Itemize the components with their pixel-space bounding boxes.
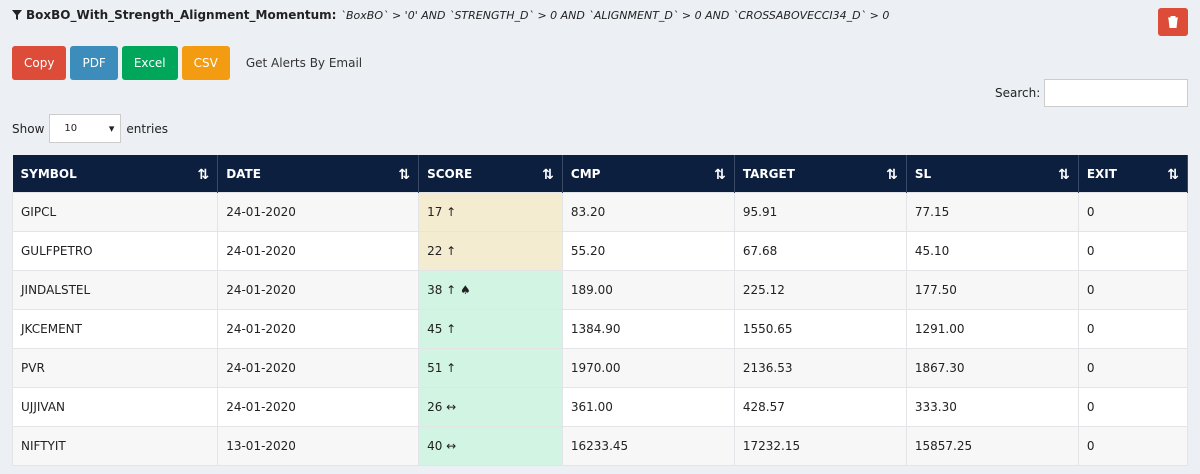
table-cell: 40 ↔ [418, 426, 563, 466]
table-cell: 24-01-2020 [217, 387, 420, 427]
table-cell: 24-01-2020 [217, 192, 420, 232]
table-cell: 24-01-2020 [217, 309, 420, 349]
table-cell: 45 ↑ [418, 309, 563, 349]
table-cell: 0 [1077, 426, 1189, 466]
export-button[interactable]: CSV [181, 46, 230, 80]
column-header[interactable]: CMP [562, 155, 735, 193]
report-query: `BoxBO` > '0' AND `STRENGTH_D` > 0 AND `… [340, 8, 890, 22]
table-cell: 1550.65 [733, 309, 907, 349]
table-row: GIPCL 24-01-2020 17 ↑ 83.20 95.91 77.15 0 [11, 192, 1189, 232]
column-header[interactable]: SYMBOL [12, 155, 219, 193]
table-cell: 22 ↑ [418, 231, 563, 271]
column-header[interactable]: EXIT [1078, 155, 1189, 193]
table-cell: 0 [1077, 192, 1189, 232]
table-cell: JKCEMENT [11, 309, 219, 349]
table-cell: NIFTYIT [11, 426, 219, 466]
table-cell: 24-01-2020 [217, 231, 420, 271]
table-row: JINDALSTEL 24-01-2020 38 ↑ ♠ 189.00 225.12 17… [11, 270, 1189, 310]
export-buttons: Copy PDF Excel CSV Get Alerts By Email [12, 46, 375, 80]
table-cell: GULFPETRO [11, 231, 219, 271]
table-cell: 189.00 [561, 270, 735, 310]
column-header[interactable]: SCORE [418, 155, 563, 193]
table-cell: 26 ↔ [418, 387, 563, 427]
table-cell: 1867.30 [905, 348, 1079, 388]
table-cell: 0 [1077, 387, 1189, 427]
table-cell: 2136.53 [733, 348, 907, 388]
table-cell: 17 ↑ [418, 192, 563, 232]
table-cell: 1291.00 [905, 309, 1079, 349]
table-cell: 15857.25 [905, 426, 1079, 466]
table-cell: 0 [1077, 270, 1189, 310]
delete-button[interactable] [1158, 8, 1188, 36]
table-cell: 225.12 [733, 270, 907, 310]
column-header[interactable]: SL [906, 155, 1079, 193]
table-cell: 177.50 [905, 270, 1079, 310]
table-cell: 83.20 [561, 192, 735, 232]
entries-label: entries [126, 121, 168, 136]
table-cell: 17232.15 [733, 426, 907, 466]
report-header: BoxBO_With_Strength_Alignment_Momentum: … [12, 8, 889, 22]
table-cell: 45.10 [905, 231, 1079, 271]
table-cell: 55.20 [561, 231, 735, 271]
column-header[interactable]: TARGET [734, 155, 907, 193]
export-button[interactable]: PDF [70, 46, 118, 80]
table-cell: 1384.90 [561, 309, 735, 349]
table-cell: PVR [11, 348, 219, 388]
export-button[interactable]: Excel [121, 46, 178, 80]
table-cell: 67.68 [733, 231, 907, 271]
column-header[interactable]: DATE [217, 155, 420, 193]
table-row: PVR 24-01-2020 51 ↑ 1970.00 2136.53 1867.30 0 [11, 348, 1189, 388]
table-cell: 51 ↑ [418, 348, 563, 388]
table-cell: GIPCL [11, 192, 219, 232]
data-table: SYMBOLDATESCORECMPTARGETSLEXITGIPCL24-01… [11, 155, 1189, 466]
table-cell: 38 ↑ ♠ [418, 270, 563, 310]
table-cell: JINDALSTEL [11, 270, 219, 310]
table-cell: 0 [1077, 309, 1189, 349]
search-label: Search: [995, 86, 1041, 100]
table-cell: 428.57 [733, 387, 907, 427]
table-row: NIFTYIT 13-01-2020 40 ↔ 16233.45 17232.15 158… [11, 426, 1189, 466]
length-select[interactable]: 10 [49, 114, 122, 143]
length-control: Show 10 entries [12, 114, 168, 143]
table-row: UJJIVAN 24-01-2020 26 ↔ 361.00 428.57 333.30 0 [11, 387, 1189, 427]
table-cell: 24-01-2020 [217, 348, 420, 388]
table-row: GULFPETRO 24-01-2020 22 ↑ 55.20 67.68 45.10 0 [11, 231, 1189, 271]
table-cell: 13-01-2020 [217, 426, 420, 466]
table-cell: 333.30 [905, 387, 1079, 427]
table-cell: 77.15 [905, 192, 1079, 232]
table-cell: 0 [1077, 348, 1189, 388]
table-cell: 16233.45 [561, 426, 735, 466]
export-button[interactable]: Get Alerts By Email [233, 46, 375, 80]
table-cell: 1970.00 [561, 348, 735, 388]
table-cell: 0 [1077, 231, 1189, 271]
show-label: Show [12, 121, 45, 136]
table-row: JKCEMENT 24-01-2020 45 ↑ 1384.90 1550.65 1291… [11, 309, 1189, 349]
filter-icon [12, 10, 22, 20]
export-button[interactable]: Copy [12, 46, 67, 80]
report-title: BoxBO_With_Strength_Alignment_Momentum: [26, 8, 337, 22]
table-cell: 361.00 [561, 387, 735, 427]
table-cell: 24-01-2020 [217, 270, 420, 310]
search-input[interactable] [1044, 79, 1188, 107]
table-cell: 95.91 [733, 192, 907, 232]
table-cell: UJJIVAN [11, 387, 219, 427]
